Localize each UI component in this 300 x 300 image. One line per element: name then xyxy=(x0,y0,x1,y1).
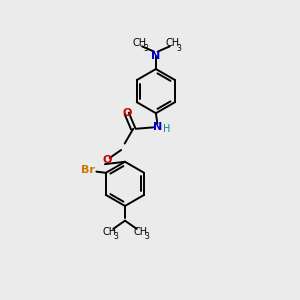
Text: H: H xyxy=(163,124,170,134)
Text: CH: CH xyxy=(133,227,147,237)
Text: N: N xyxy=(151,51,160,61)
Text: 3: 3 xyxy=(144,232,149,241)
Text: O: O xyxy=(102,155,111,165)
Text: CH: CH xyxy=(133,38,147,48)
Text: 3: 3 xyxy=(144,44,148,52)
Text: CH: CH xyxy=(165,38,179,48)
Text: CH: CH xyxy=(103,227,117,237)
Text: 3: 3 xyxy=(176,44,181,52)
Text: N: N xyxy=(153,122,162,132)
Text: O: O xyxy=(122,109,131,118)
Text: 3: 3 xyxy=(114,232,118,241)
Text: Br: Br xyxy=(81,166,95,176)
